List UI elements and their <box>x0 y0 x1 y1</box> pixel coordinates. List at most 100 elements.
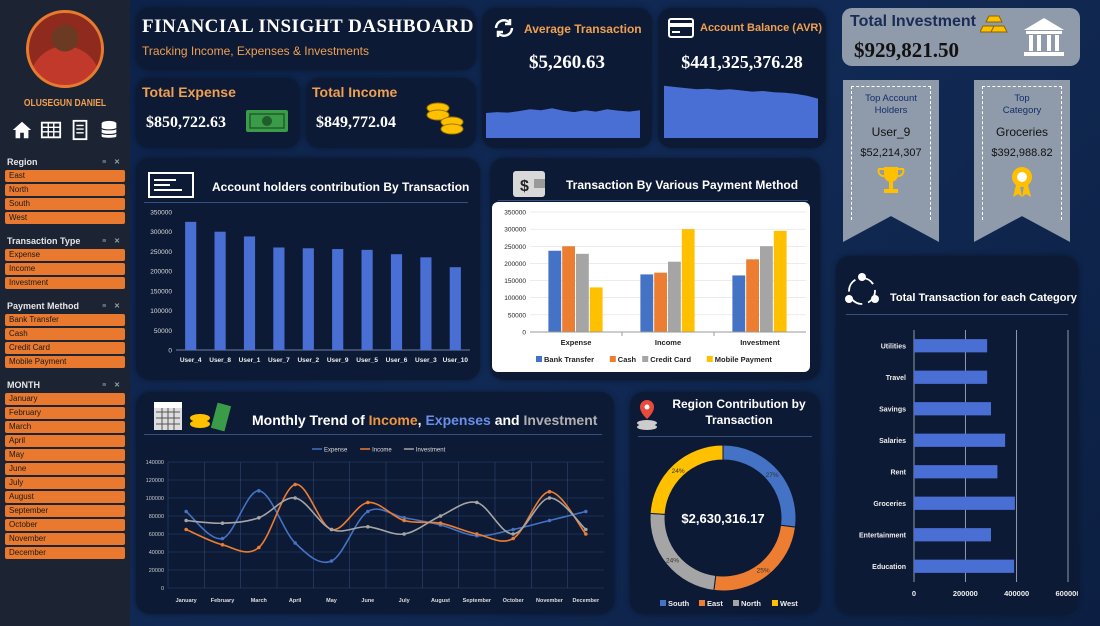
page-subtitle: Tracking Income, Expenses & Investments <box>142 44 369 58</box>
top-account-name: User_9 <box>871 125 911 139</box>
x-tick-label: User_3 <box>415 357 437 364</box>
point-Investment <box>366 525 370 529</box>
medal-icon <box>1012 167 1032 197</box>
bar-User_8 <box>214 231 226 350</box>
table-icon[interactable] <box>40 119 62 141</box>
point-Investment <box>584 527 588 532</box>
y-tick-label: Rent <box>890 469 906 476</box>
month-slicer-item[interactable]: August <box>5 491 125 503</box>
trophy-icon <box>877 167 905 193</box>
x-tick-label: November <box>536 598 564 604</box>
bar-User_1 <box>243 236 256 350</box>
payment-method-chart: 0 50000 100000 150000 200000 250000 300000 3500… <box>492 202 810 372</box>
point-Expense <box>220 536 225 541</box>
total-income-card: Total Income $849,772.04 <box>306 78 476 148</box>
point-Income <box>257 545 261 550</box>
bar-Investment-Credit Card <box>760 246 773 332</box>
top-category-name: Groceries <box>995 125 1048 139</box>
total-income-label: Total Income <box>312 84 398 100</box>
slicer-controls-icon[interactable]: ≡ ✕ <box>102 303 123 310</box>
payment-method-slicer-item[interactable]: Cash <box>5 328 125 340</box>
payment-method-slicer: Payment Method ≡ ✕ Bank Transfer Cash Credi… <box>5 301 125 368</box>
slicer-controls-icon[interactable]: ≡ ✕ <box>102 159 123 166</box>
bar-Salaries <box>914 433 1006 447</box>
user-name: OLUSEGUN DANIEL <box>23 98 107 109</box>
month-slicer-item[interactable]: June <box>5 463 125 475</box>
region-slicer-item[interactable]: South <box>5 198 125 210</box>
month-slicer-item[interactable]: December <box>5 547 125 559</box>
slicer-controls-icon[interactable]: ≡ ✕ <box>102 238 123 245</box>
x-tick-label: December <box>573 598 600 604</box>
region-slicer-item[interactable]: West <box>5 212 125 224</box>
document-icon[interactable] <box>69 119 91 141</box>
x-tick-label: 0 <box>912 589 916 598</box>
slice-label: 24% <box>672 468 685 475</box>
point-Investment <box>547 496 552 500</box>
legend-label: Credit Card <box>650 355 691 364</box>
legend-label: Expense <box>324 448 348 454</box>
svg-text:$: $ <box>520 178 529 195</box>
point-Investment <box>438 514 443 518</box>
month-slicer-item[interactable]: November <box>5 533 125 545</box>
point-Investment <box>220 521 225 525</box>
month-slicer-item[interactable]: April <box>5 435 125 447</box>
x-tick-label: 600000 <box>1055 589 1078 598</box>
y-tick-label: Education <box>872 564 906 571</box>
region-donut-title: Region Contribution by Transaction <box>672 397 806 427</box>
category-chart-title: Total Transaction for each Category <box>890 292 1077 304</box>
point-Income <box>511 536 515 541</box>
x-tick-label: Investment <box>740 338 780 347</box>
y-tick-label: 300000 <box>504 227 526 234</box>
bar-Travel <box>914 370 988 384</box>
database-icon[interactable] <box>98 119 120 141</box>
month-slicer-item[interactable]: July <box>5 477 125 489</box>
total-expense-value: $850,722.63 <box>146 114 226 131</box>
home-icon[interactable] <box>11 119 33 141</box>
coins-icon <box>426 102 464 135</box>
y-tick-label: 350000 <box>504 210 526 217</box>
total-investment-value: $929,821.50 <box>854 38 959 62</box>
account-balance-label: Account Balance (AVR) <box>700 22 823 34</box>
payment-method-slicer-item[interactable]: Credit Card <box>5 342 125 354</box>
region-slicer-item[interactable]: East <box>5 170 125 182</box>
legend-label: Income <box>372 448 392 454</box>
gold-bars-icon <box>980 15 1008 33</box>
transaction-type-slicer-item[interactable]: Investment <box>5 277 125 289</box>
y-tick-label: 0 <box>168 348 172 355</box>
payment-method-slicer-item[interactable]: Mobile Payment <box>5 356 125 368</box>
transaction-type-slicer-item[interactable]: Income <box>5 263 125 275</box>
y-tick-label: Groceries <box>873 501 906 508</box>
title-part-6: Investment <box>523 412 598 428</box>
month-slicer-item[interactable]: October <box>5 519 125 531</box>
donut-center-value: $2,630,316.17 <box>681 511 764 526</box>
header-card: FINANCIAL INSIGHT DASHBOARD Tracking Inc… <box>136 8 476 70</box>
month-slicer-item[interactable]: February <box>5 407 125 419</box>
legend-swatch <box>733 600 739 606</box>
top-category-value: $392,988.82 <box>991 147 1053 159</box>
account-balance-card: Account Balance (AVR) $441,325,376.28 <box>658 8 826 148</box>
x-tick-label: 200000 <box>953 589 978 598</box>
point-Income <box>293 482 297 487</box>
month-slicer-title: MONTH <box>7 380 40 390</box>
x-tick-label: User_1 <box>239 357 261 364</box>
transaction-type-slicer-item[interactable]: Expense <box>5 249 125 261</box>
y-tick-label: Savings <box>879 406 906 413</box>
y-tick-label: Salaries <box>879 438 906 445</box>
month-slicer-item[interactable]: September <box>5 505 125 517</box>
top-account-ribbon: Top Account Holders User_9 $52,214,307 <box>843 80 939 242</box>
point-Expense <box>402 516 406 520</box>
payment-method-slicer-item[interactable]: Bank Transfer <box>5 314 125 326</box>
monthly-trend-chart-title: Monthly Trend of Income, Expenses and In… <box>252 412 597 428</box>
month-slicer-item[interactable]: March <box>5 421 125 433</box>
month-slicer-item[interactable]: January <box>5 393 125 405</box>
region-slicer: Region ≡ ✕ East North South West <box>5 157 125 224</box>
month-slicer-item[interactable]: May <box>5 449 125 461</box>
slicer-controls-icon[interactable]: ≡ ✕ <box>102 382 123 389</box>
x-tick-label: April <box>289 598 302 604</box>
region-slicer-item[interactable]: North <box>5 184 125 196</box>
legend-swatch <box>706 356 713 362</box>
y-tick-label: 20000 <box>149 568 164 574</box>
x-tick-label: User_2 <box>297 357 319 364</box>
slice-West <box>649 444 724 515</box>
point-Expense <box>511 527 515 532</box>
